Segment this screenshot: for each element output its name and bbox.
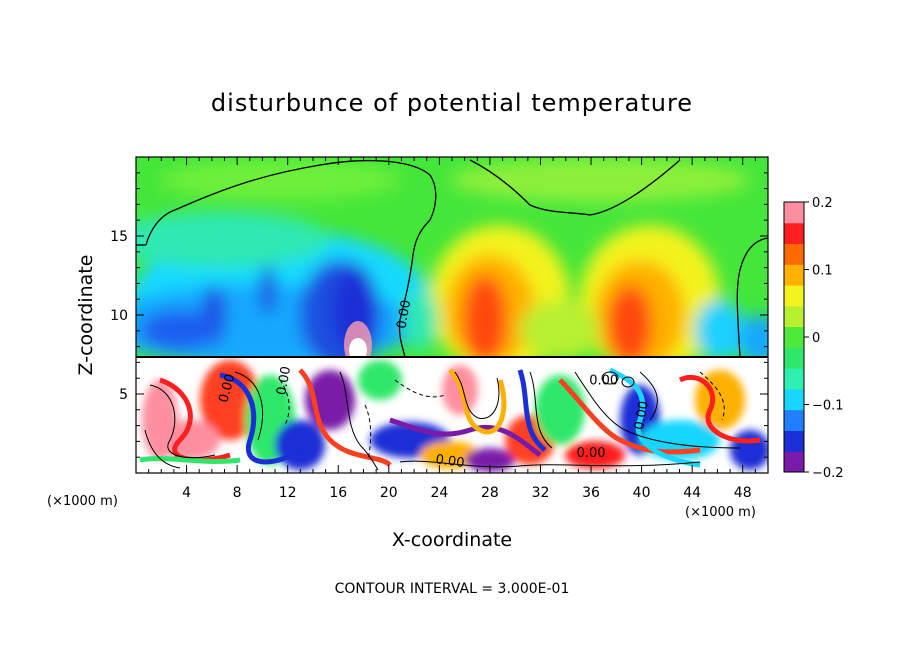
y-tick-label: 5 xyxy=(119,387,128,403)
y-tick-label: 15 xyxy=(110,229,128,245)
colorbar-tick-label: 0.1 xyxy=(812,264,833,279)
y-axis: 5 10 15 xyxy=(110,172,768,458)
colorbar-tick-label: −0.1 xyxy=(812,399,844,414)
colorbar-swatch xyxy=(784,368,804,390)
y-tick-label: 10 xyxy=(110,308,128,324)
potential-temperature-field xyxy=(136,157,768,473)
lower-turbulent-layer xyxy=(136,357,768,473)
x-tick-label: 32 xyxy=(532,485,550,501)
x-tick-label: 40 xyxy=(633,485,651,501)
colorbar-swatch xyxy=(784,305,804,328)
colorbar-swatch xyxy=(784,285,804,307)
x-unit-label-left: (×1000 m) xyxy=(47,494,118,509)
x-tick-label: 12 xyxy=(279,485,297,501)
colorbar-swatch xyxy=(784,430,804,452)
x-tick-label: 4 xyxy=(182,485,191,501)
x-tick-label: 16 xyxy=(329,485,347,501)
x-tick-label: 24 xyxy=(430,485,448,501)
x-unit-label-right: (×1000 m) xyxy=(685,505,756,520)
colorbar-swatch xyxy=(784,222,804,245)
colorbar-swatch xyxy=(784,326,804,348)
contour-labels: 0.00 0.00 0.00 0.00 0.00 0.00 0.00 xyxy=(216,299,651,471)
contour-label: 0.00 xyxy=(274,365,294,396)
contour-label: 0.00 xyxy=(435,452,466,471)
x-tick-label: 8 xyxy=(233,485,242,501)
x-axis: 4 8 12 16 20 24 28 32 36 40 44 48 xyxy=(148,157,756,501)
colorbar-swatch xyxy=(784,202,804,224)
x-tick-label: 48 xyxy=(734,485,752,501)
colorbar-tick-label: −0.2 xyxy=(812,466,844,481)
colorbar-tick-label: 0 xyxy=(812,331,820,346)
contour-label: 0.00 xyxy=(577,446,606,461)
colorbar-swatch xyxy=(784,409,804,431)
contour-label: 0.00 xyxy=(589,374,618,389)
zero-contour-lines xyxy=(136,159,768,358)
colorbar-swatch xyxy=(784,243,804,265)
colorbar-swatch xyxy=(784,264,804,286)
x-tick-label: 28 xyxy=(481,485,499,501)
colorbar-swatch xyxy=(784,388,804,411)
colorbar: −0.2 −0.1 0 0.1 0.2 xyxy=(783,196,844,481)
contour-interval-note: CONTOUR INTERVAL = 3.000E-01 xyxy=(335,581,570,597)
contour-label: 0.00 xyxy=(394,299,414,330)
x-tick-label: 20 xyxy=(380,485,398,501)
chart-title: disturbunce of potential temperature xyxy=(211,89,693,117)
x-tick-label: 44 xyxy=(683,485,701,501)
contour-label: 0.00 xyxy=(632,400,652,431)
y-axis-title: Z-coordinate xyxy=(75,255,97,376)
colorbar-tick-label: 0.2 xyxy=(812,196,833,211)
x-axis-title: X-coordinate xyxy=(392,529,512,551)
upper-layer xyxy=(136,157,768,357)
x-tick-label: 36 xyxy=(582,485,600,501)
contour-label: 0.00 xyxy=(216,372,238,404)
colorbar-swatch xyxy=(784,347,804,369)
colorbar-swatch xyxy=(784,451,804,473)
